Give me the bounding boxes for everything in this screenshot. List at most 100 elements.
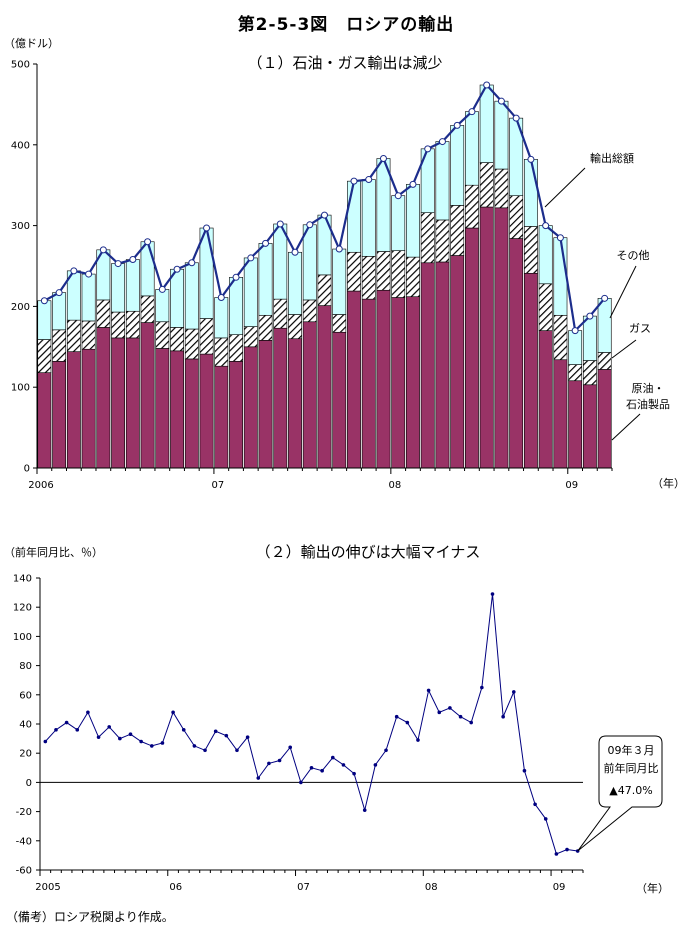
chart2-callout-line1: 09年３月 — [608, 743, 655, 757]
chart1-total-point — [99, 246, 107, 254]
chart1-bar-gas — [199, 318, 214, 355]
chart1-total-point — [144, 238, 152, 246]
chart1-bar-oil — [582, 384, 597, 469]
chart2-growth-point — [118, 736, 122, 741]
chart1-x-unit: （年） — [652, 476, 685, 490]
chart1-y-tick-label: 500 — [11, 60, 30, 71]
chart1-bar-oil — [347, 290, 361, 469]
chart1-bar-gas — [450, 205, 465, 256]
chart1-bar-gas — [376, 251, 391, 291]
chart1-total-point — [586, 312, 594, 320]
chart2-growth-point — [139, 739, 143, 744]
chart1-bar-other — [258, 243, 273, 316]
chart2-growth-point — [267, 761, 271, 766]
chart1-bar-oil — [140, 322, 155, 469]
chart1-bar-oil — [81, 348, 96, 469]
chart1-bar-oil — [465, 227, 479, 469]
chart1-bar-other — [450, 125, 465, 206]
chart2-growth-point — [149, 744, 154, 748]
chart2-growth-point — [288, 745, 293, 750]
chart1-bar-gas — [140, 295, 155, 323]
chart1-total-point — [188, 259, 196, 267]
chart1-bar-oil — [199, 353, 214, 469]
chart1-bar-oil — [229, 361, 243, 469]
chart1-y-tick-label: 200 — [11, 302, 30, 313]
chart1-bar-oil — [494, 207, 509, 469]
chart1-x-tick-label: 09 — [565, 480, 578, 491]
chart1-bar-other — [523, 159, 538, 227]
chart1-total-point — [203, 224, 211, 232]
chart2-y-tick-label: 120 — [13, 603, 32, 614]
chart1-bar-other — [111, 263, 126, 313]
chart2-growth-point — [480, 685, 484, 690]
chart2-growth-point — [299, 780, 303, 785]
chart2-growth-point — [490, 592, 495, 596]
chart1-bar-oil — [288, 338, 302, 469]
chart1-bar-oil — [111, 337, 126, 469]
chart1-bar-other — [229, 277, 243, 335]
chart1-bar-oil — [317, 305, 332, 469]
chart1-y-tick-label: 300 — [11, 221, 30, 232]
chart2-growth-point — [405, 720, 410, 725]
chart1-bar-other — [332, 248, 347, 315]
chart2-growth-point — [107, 725, 112, 729]
chart1-bar-other — [391, 195, 406, 251]
chart1-bar-other — [361, 179, 376, 257]
chart1-bar-other — [125, 259, 140, 312]
chart2-growth-point — [458, 714, 463, 719]
chart1-x-tick-label: 2006 — [28, 480, 53, 491]
chart2-y-unit: （前年同月比、％） — [4, 545, 103, 559]
chart2-growth-point — [341, 763, 346, 767]
chart1-y-tick-label: 400 — [11, 140, 30, 151]
chart1-bar-other — [52, 292, 67, 331]
chart2-growth-point — [384, 748, 388, 753]
chart1-total-point — [350, 177, 358, 185]
chart1-total-point — [335, 245, 343, 253]
chart2-x-tick-label: 2005 — [35, 882, 60, 893]
chart1-title: （１）石油・ガス輸出は減少 — [247, 54, 442, 72]
chart1-total-point — [468, 108, 476, 116]
chart1-bar-gas — [465, 184, 479, 229]
chart1-bar-gas — [229, 334, 243, 362]
chart2-growth-point — [128, 732, 133, 737]
chart2-growth-point — [373, 763, 378, 767]
chart1-bar-oil — [66, 351, 81, 469]
chart1-bar-gas — [597, 352, 612, 370]
chart2-growth-point — [565, 847, 569, 852]
chart1-bar-other — [243, 257, 258, 327]
chart1-leader-gas — [611, 339, 637, 359]
chart1-bar-gas — [553, 314, 568, 361]
chart2-growth-point — [543, 817, 548, 821]
chart2-growth-point — [554, 852, 559, 856]
chart1-bar-other — [140, 241, 155, 297]
chart1-bar-oil — [568, 380, 583, 469]
chart1-total-point — [542, 222, 550, 230]
chart1-bar-oil — [523, 272, 538, 469]
chart2-growth-point — [501, 714, 505, 719]
chart2-growth-point — [533, 802, 537, 807]
chart1-y-unit: （億ドル） — [4, 37, 59, 50]
chart2-y-tick-label: 140 — [13, 574, 32, 585]
chart2-y-tick-label: -60 — [16, 866, 32, 877]
chart2-y-tick-label: 60 — [19, 690, 32, 701]
chart1-leader-oil — [611, 413, 641, 441]
chart1-bar-gas — [52, 329, 67, 362]
chart1-bar-oil — [170, 350, 184, 469]
chart1-total-point — [129, 256, 137, 264]
chart1-bar-gas — [391, 250, 406, 298]
chart2-growth-point — [235, 748, 239, 753]
chart2-growth-point — [64, 720, 69, 725]
chart1-leader-total — [544, 167, 586, 208]
chart1-bar-other — [81, 273, 96, 322]
chart2-growth-point — [426, 688, 431, 693]
chart1-bar-gas — [184, 328, 199, 360]
chart1-bar-other — [435, 141, 450, 221]
chart2-growth-point — [86, 710, 90, 715]
chart1-bar-oil — [273, 327, 288, 469]
chart1-bar-oil — [597, 369, 612, 469]
chart1-total-point — [85, 270, 93, 278]
chart2-y-tick-label: 0 — [26, 778, 32, 789]
chart2-y-tick-label: -20 — [16, 807, 32, 818]
chart1-total-point — [409, 180, 417, 188]
chart1-total-point — [556, 234, 564, 242]
